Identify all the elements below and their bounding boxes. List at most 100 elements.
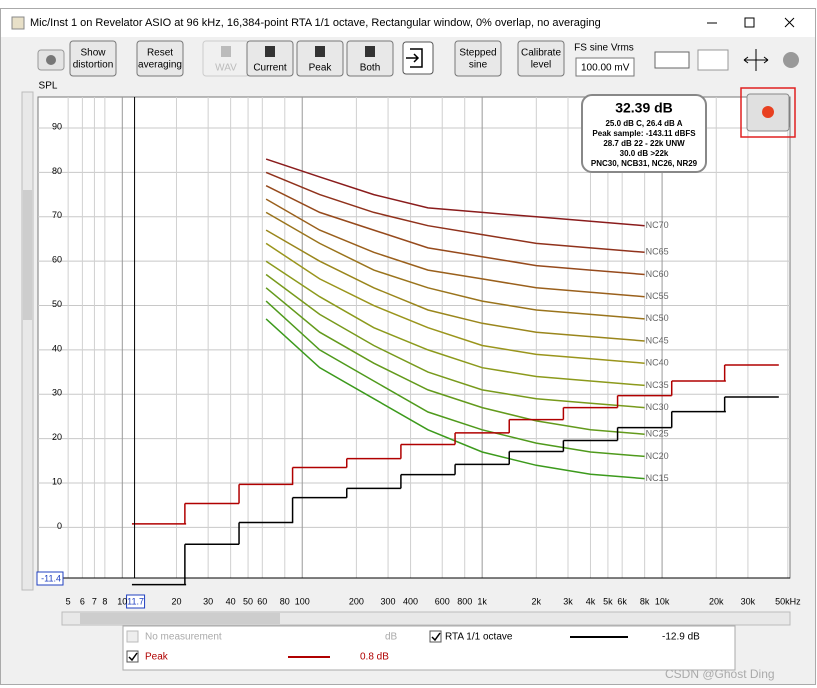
x-tick-label: 6 <box>80 596 85 606</box>
fs-input[interactable] <box>575 57 635 77</box>
bars-button[interactable] <box>697 49 729 71</box>
button-label: Peak <box>309 63 333 74</box>
x-tick-label: 1k <box>477 596 487 606</box>
watermark: CSDN @Ghost Ding <box>665 667 775 681</box>
x-tick-label: 100 <box>295 596 310 606</box>
x-tick-label: 50kHz <box>775 596 801 606</box>
nc-label: NC15 <box>646 473 669 483</box>
floppy-icon <box>221 46 231 57</box>
legend: RTA 1/1 octave -12.9 dB Peak 0.8 dB <box>126 630 700 663</box>
import-icon <box>406 48 423 68</box>
y-axis-label: SPL <box>39 81 58 92</box>
nc-curve <box>265 260 645 387</box>
button-label: Current <box>253 63 287 74</box>
y-tick-label: 90 <box>52 121 62 131</box>
nc-curve <box>265 185 645 276</box>
x-tick-label: 10k <box>655 596 670 606</box>
info-line: PNC30, NCB31, NC26, NR29 <box>591 159 698 168</box>
info-line: 28.7 dB 22 - 22k UNW <box>603 139 685 148</box>
info-line: 30.0 dB >22k <box>620 149 669 158</box>
checkmark <box>431 632 441 642</box>
cursor-x-label: 11.7 <box>127 596 144 606</box>
record-highlight <box>740 87 796 138</box>
button-label: level <box>531 60 552 71</box>
x-tick-label: 600 <box>435 596 450 606</box>
vertical-scrollbar[interactable] <box>21 91 34 591</box>
x-tick-label: 10 <box>117 596 127 606</box>
x-tick-label: 30k <box>741 596 756 606</box>
y-tick-label: 20 <box>52 432 62 442</box>
nc-label: NC30 <box>646 402 669 412</box>
floppy-icon <box>365 46 375 57</box>
y-tick-label: 30 <box>52 388 62 398</box>
floppy-icon <box>315 46 325 57</box>
plot-area <box>37 96 791 579</box>
x-tick-label: 800 <box>457 596 472 606</box>
toolbar-button[interactable] <box>296 40 344 77</box>
legend-readout: 0.8 dB <box>360 652 389 663</box>
toolbar-button[interactable] <box>454 40 502 77</box>
x-tick-label: 40 <box>226 596 236 606</box>
horizontal-scroll-thumb[interactable] <box>80 613 280 624</box>
x-tick-label: 6k <box>617 596 627 606</box>
app-icon <box>11 16 25 30</box>
nc-curve <box>265 287 645 435</box>
nc-curve <box>265 242 645 364</box>
legend-panel <box>122 625 736 671</box>
close[interactable] <box>784 17 795 28</box>
x-tick-label: 8k <box>640 596 650 606</box>
x-tick-label: 30 <box>203 596 213 606</box>
checkbox[interactable] <box>429 630 442 643</box>
nc-curve <box>265 158 645 227</box>
nc-curve <box>265 300 645 458</box>
settings-button[interactable] <box>783 52 799 68</box>
checkbox[interactable] <box>126 630 139 643</box>
nc-label: NC60 <box>646 269 669 279</box>
toolbar-button[interactable] <box>69 40 117 77</box>
y-tick-label: 50 <box>52 299 62 309</box>
button-label: sine <box>469 60 488 71</box>
plot: NC15 NC20 NC25 NC30 NC35 NC40 NC45 NC50 NC55 NC60… <box>36 97 790 609</box>
checkmark <box>128 652 138 662</box>
nc-curve <box>265 198 645 298</box>
maximize[interactable] <box>744 17 755 28</box>
y-tick-label: 0 <box>57 521 62 531</box>
y-tick-label: 60 <box>52 255 62 265</box>
x-tick-label: 200 <box>349 596 364 606</box>
toolbar-button[interactable] <box>246 40 294 77</box>
y-tick-label: 70 <box>52 210 62 220</box>
info-line: Peak sample: -143.11 dBFS <box>592 129 696 138</box>
nc-curve <box>265 229 645 342</box>
vertical-scroll-thumb[interactable] <box>23 190 32 320</box>
nc-label: NC45 <box>646 335 669 345</box>
checkbox[interactable] <box>126 650 139 663</box>
button-label: averaging <box>138 60 182 71</box>
layout-button[interactable] <box>654 51 690 69</box>
toolbar-button[interactable] <box>136 40 184 77</box>
toolbar-button[interactable] <box>517 40 565 77</box>
fs-label: FS sine Vrms <box>574 43 634 54</box>
x-tick-label: 2k <box>532 596 542 606</box>
x-tick-label: 8 <box>102 596 107 606</box>
fs-value[interactable]: 100.00 mV <box>581 63 630 74</box>
record-dot <box>762 106 774 118</box>
nc-curve <box>265 171 645 254</box>
nc-label: NC55 <box>646 291 669 301</box>
toolbar-button[interactable] <box>346 40 394 77</box>
nc-label: NC40 <box>646 358 669 368</box>
x-tick-label: 5k <box>603 596 613 606</box>
x-tick-label: 20 <box>171 596 181 606</box>
x-tick-label: 80 <box>280 596 290 606</box>
info-headline: 32.39 dB <box>615 100 673 116</box>
button-label: Stepped <box>459 48 496 59</box>
title-bar <box>1 9 815 37</box>
x-tick-label: 3k <box>563 596 573 606</box>
info-line: 25.0 dB C, 26.4 dB A <box>605 119 682 128</box>
limits-button[interactable] <box>743 49 769 71</box>
nc-label: NC70 <box>646 220 669 230</box>
x-tick-label: 400 <box>403 596 418 606</box>
button-label: Reset <box>147 48 173 59</box>
y-tick-label: 10 <box>52 476 62 486</box>
nc-label: NC35 <box>646 380 669 390</box>
